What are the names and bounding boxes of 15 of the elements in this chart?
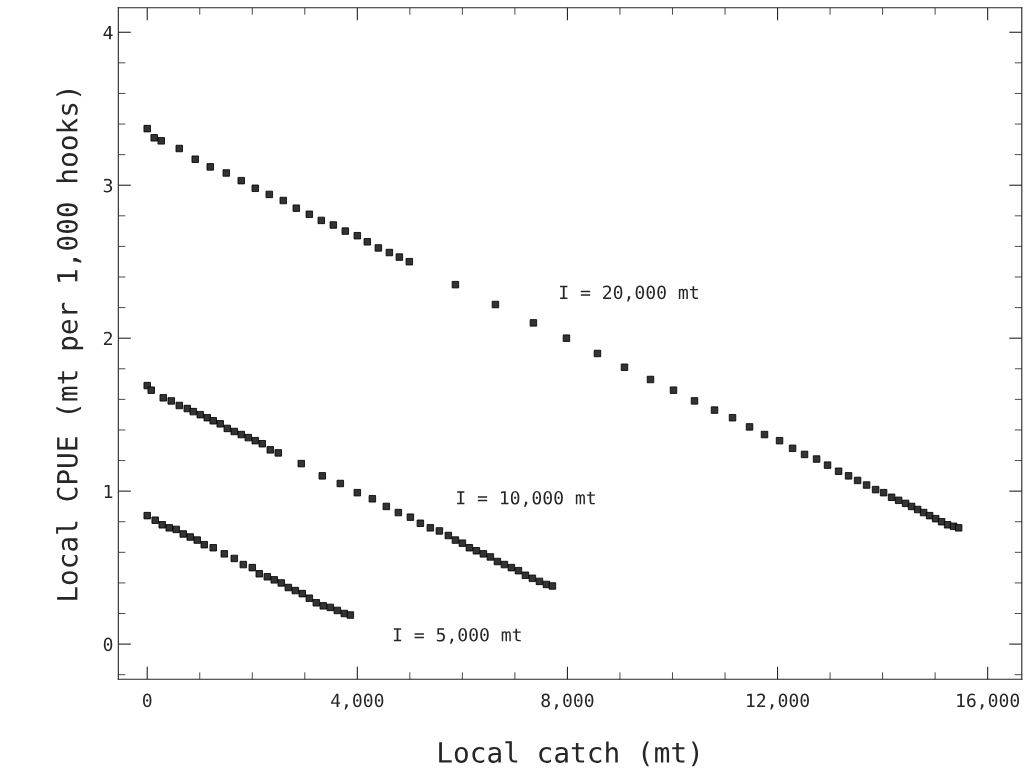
annotation: I = 10,000 mt [457,490,595,507]
y-tick-label: 3 [103,178,113,193]
x-axis-title: Local catch (mt) [439,741,699,767]
annotation: I = 5,000 mt [393,627,521,644]
y-axis-title: Local CPUE (mt per 1,000 hooks) [56,90,84,600]
y-tick-label: 4 [103,26,113,40]
y-tick-label: 0 [103,637,113,652]
x-tick-label: 16,000 [957,693,1020,710]
x-tick-label: 12,000 [747,693,809,710]
y-tick-label: 1 [104,484,113,499]
annotation: I = 20,000 mt [560,285,698,302]
x-tick-label: 4,000 [331,693,384,710]
x-tick-label: 8,000 [541,693,594,710]
x-tick-label: 0 [142,693,152,708]
y-tick-label: 2 [103,331,112,346]
